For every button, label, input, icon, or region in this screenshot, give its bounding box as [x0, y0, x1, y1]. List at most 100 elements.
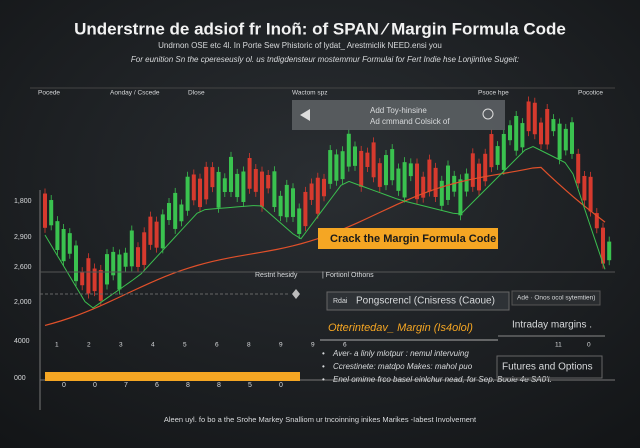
candle — [123, 252, 128, 267]
x-label: 5 — [183, 342, 187, 349]
candle — [353, 146, 357, 166]
top-label: Aonday / Cscede — [110, 90, 160, 97]
candle — [253, 169, 258, 192]
candle — [346, 133, 351, 167]
subtitle: Undrnon OSE etc 4l. In Porte Sew Phistor… — [158, 41, 442, 50]
x-label: 3 — [119, 342, 123, 349]
ruler-label: 0 — [93, 382, 97, 389]
moving-average-green — [44, 145, 606, 309]
tooltip-icon[interactable] — [482, 108, 494, 120]
title: Understrne de adsiof fr Inoñ: of SPAN ⁄ … — [74, 19, 566, 38]
candle — [520, 123, 525, 148]
candle — [396, 168, 401, 191]
candle — [191, 174, 196, 201]
legend-row — [326, 291, 510, 311]
tooltip-arrow — [300, 109, 310, 121]
candle — [539, 122, 543, 145]
candle — [185, 176, 190, 211]
candle — [278, 195, 283, 217]
candle — [582, 175, 587, 201]
legend-label: Pongscrencl (Cnisress (Caoue) — [356, 296, 495, 307]
futures-box — [496, 355, 603, 379]
candles — [43, 96, 612, 306]
tooltip[interactable] — [292, 100, 505, 130]
ruler-label: 6 — [155, 382, 159, 389]
candle — [86, 258, 91, 294]
bullet-list: • Aver- a linly mlotpur : nemul intervuin… — [322, 349, 552, 384]
candle — [446, 165, 450, 200]
legend-tag: Rdai — [333, 298, 348, 305]
candle — [229, 156, 233, 192]
x-label: 4 — [151, 342, 155, 349]
candle — [179, 204, 184, 222]
legend-note: Adé · Onos ocol sytemtien) — [517, 295, 595, 302]
x-label: 0 — [587, 342, 591, 349]
candle — [384, 155, 388, 186]
ruler — [45, 372, 300, 381]
candle — [291, 188, 295, 217]
bullet-dot: • — [322, 375, 325, 384]
candle — [470, 153, 475, 187]
candle — [607, 241, 612, 261]
panel-label: | Fortionl Othons — [322, 272, 374, 279]
bullet-dot: • — [322, 362, 325, 371]
candle — [272, 171, 277, 208]
x-label: 8 — [247, 342, 251, 349]
candle — [80, 272, 85, 286]
candle — [594, 213, 599, 229]
futures: Futures and Options — [502, 362, 593, 373]
footer: Aleen uyl. fo bo a the Srohe Markey Snal… — [164, 415, 477, 424]
candle — [371, 142, 376, 178]
candle — [489, 134, 494, 168]
candle — [216, 171, 221, 208]
candle — [421, 176, 426, 198]
y-label: 2,900 — [14, 234, 32, 241]
intraday: Intraday margins . — [512, 320, 592, 331]
candle — [588, 176, 593, 212]
candle — [98, 269, 103, 301]
candle — [105, 254, 109, 285]
candle — [154, 221, 159, 248]
bullet-dot: • — [322, 349, 325, 358]
top-label: Psoce hpe — [478, 90, 509, 97]
candle — [241, 171, 246, 202]
candle — [92, 268, 97, 292]
candle — [67, 233, 72, 254]
ruler-label: 8 — [186, 382, 190, 389]
candle — [439, 180, 444, 206]
candle — [601, 227, 605, 264]
candle — [235, 173, 240, 198]
candle — [173, 192, 178, 229]
note-box — [511, 290, 601, 306]
candle — [260, 171, 264, 207]
candle — [526, 101, 531, 132]
ruler-label: 7 — [124, 382, 128, 389]
panel-label: Restnt hesidy — [255, 272, 298, 279]
candle — [557, 123, 562, 160]
candle — [49, 200, 54, 226]
tooltip-line: Ad cmmand Colsick of — [370, 117, 450, 126]
y-label: 2,600 — [14, 264, 32, 271]
candle — [514, 115, 519, 151]
candle — [402, 162, 407, 198]
candle — [570, 122, 574, 154]
top-label: Pocotice — [578, 90, 603, 97]
x-label: 9 — [279, 342, 283, 349]
candle — [508, 125, 512, 141]
y-label: 2,000 — [14, 299, 32, 306]
candle — [390, 149, 395, 181]
candle — [111, 251, 116, 276]
candle — [61, 229, 66, 262]
candle — [55, 221, 60, 251]
candle — [297, 208, 302, 234]
y-label: 4000 — [14, 338, 30, 345]
ruler-label: 5 — [248, 382, 252, 389]
candle — [501, 133, 506, 170]
candle — [142, 232, 147, 265]
candle — [210, 167, 215, 188]
ruler-label: 0 — [279, 382, 283, 389]
candle — [365, 152, 370, 167]
candle — [74, 245, 78, 282]
y-label: 1,800 — [14, 198, 32, 205]
candle — [303, 191, 308, 227]
